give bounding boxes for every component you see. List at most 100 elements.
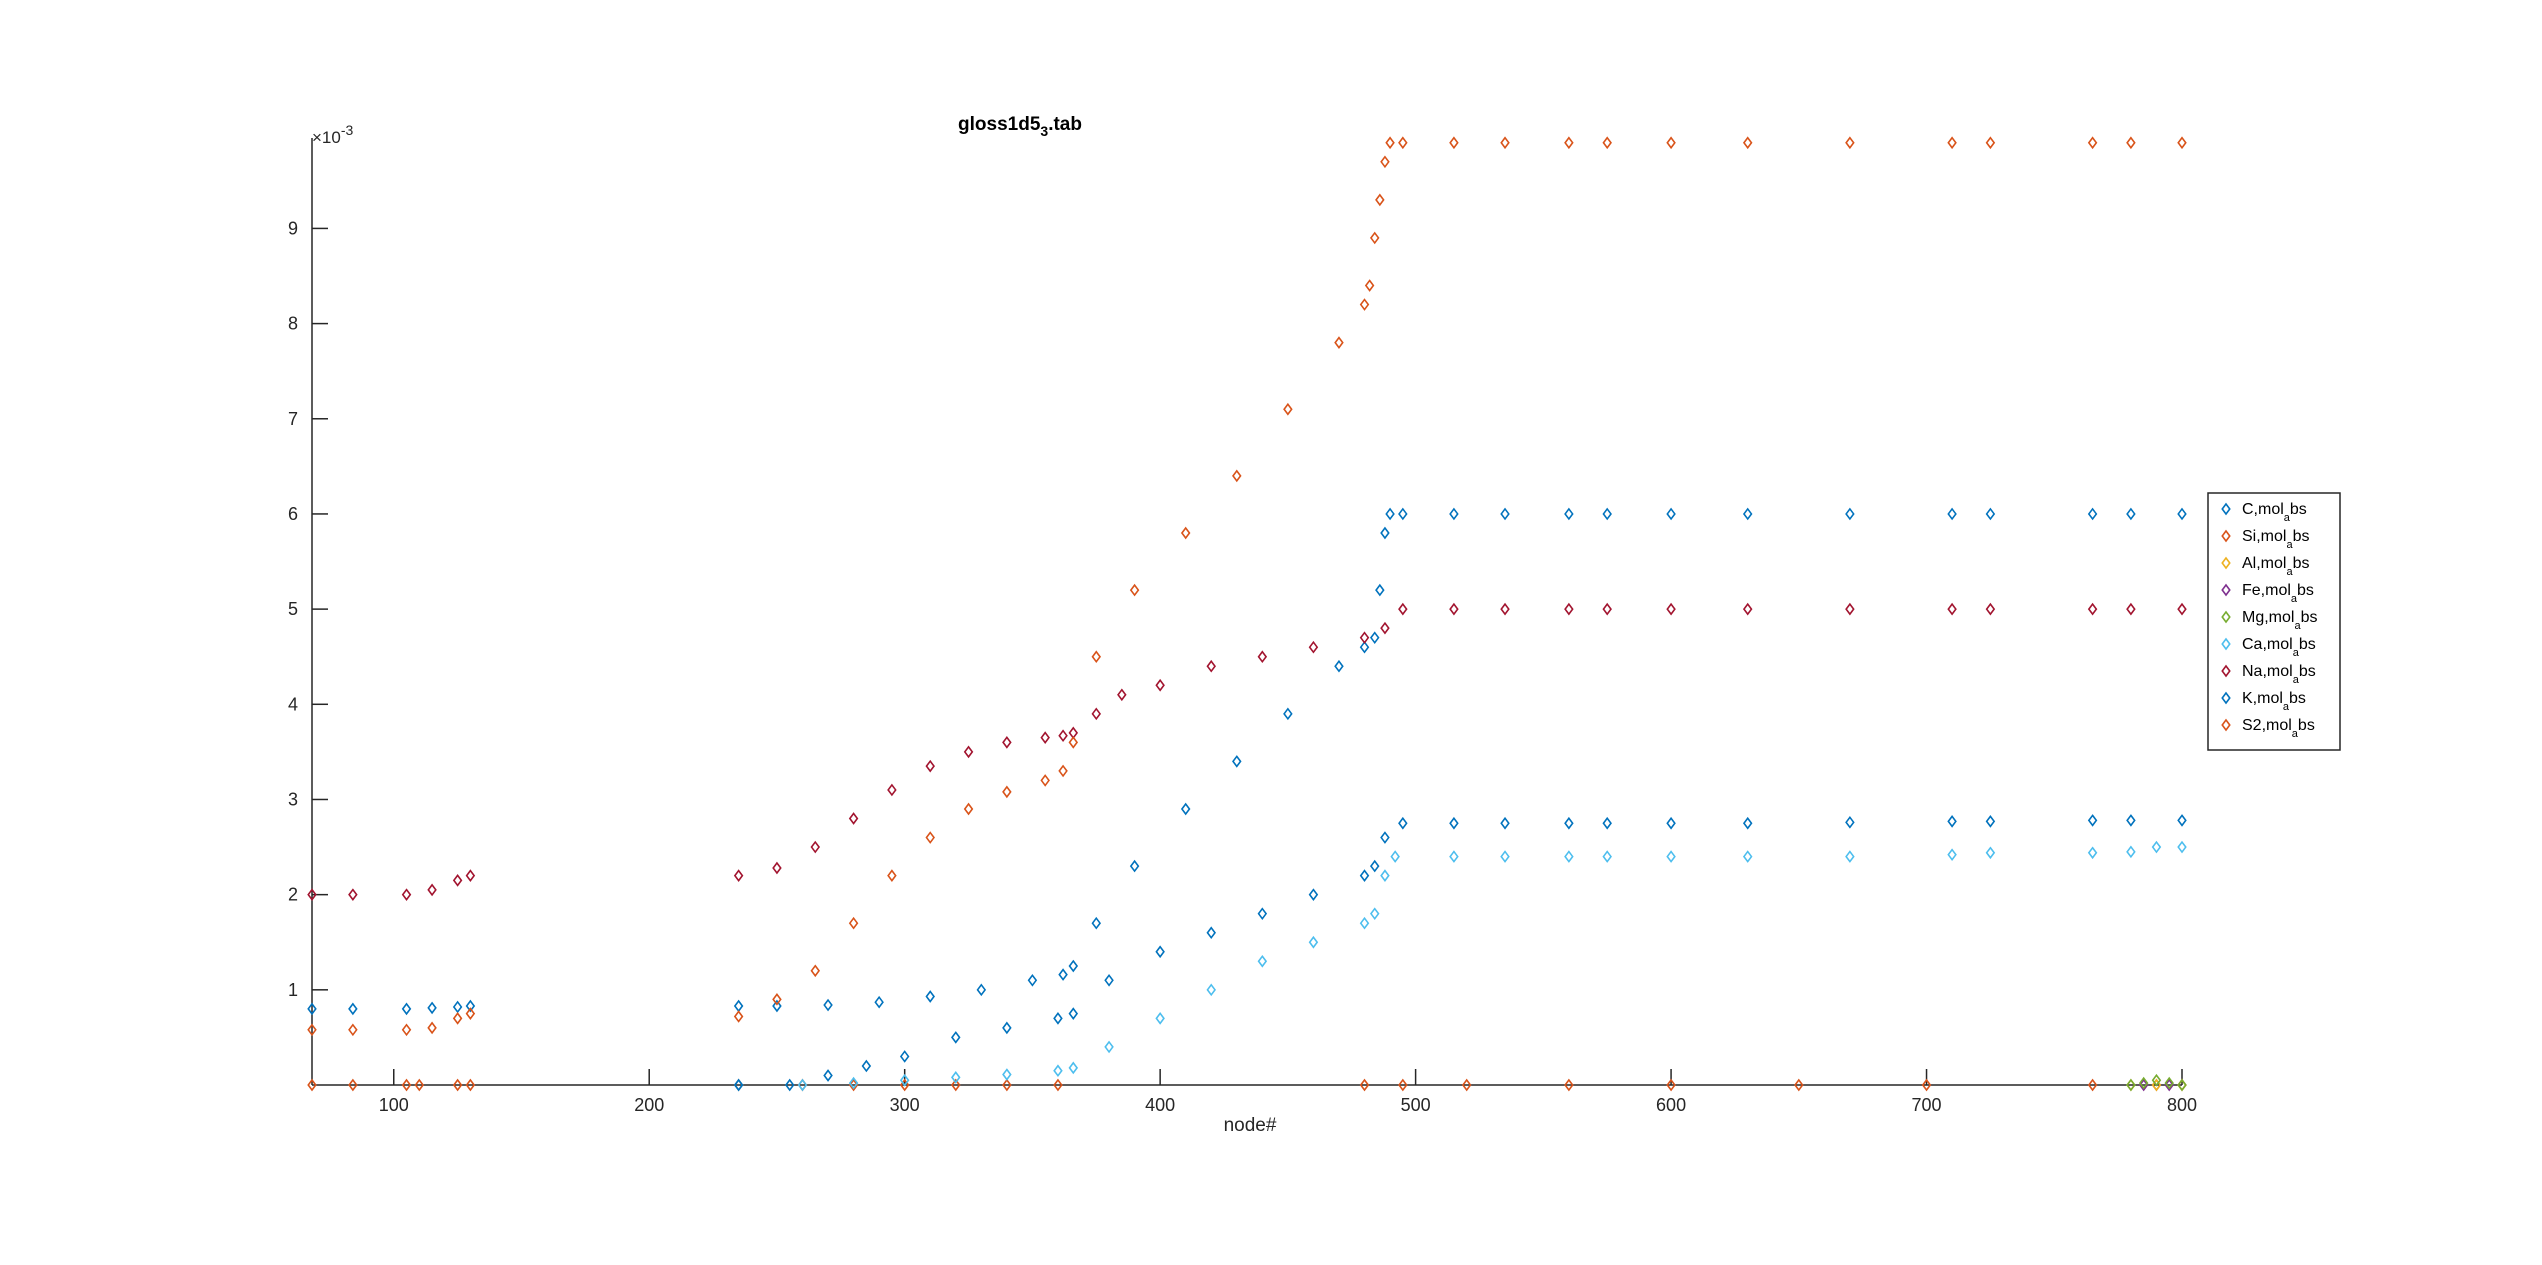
data-point: [823, 998, 833, 1012]
data-point: [348, 1002, 358, 1016]
y-tick-label: 7: [288, 409, 298, 429]
data-point: [1921, 1078, 1932, 1092]
legend-label: Mg,molabs: [2242, 609, 2317, 632]
data-point: [1002, 1068, 1012, 1081]
data-point: [2177, 507, 2187, 521]
data-point: [2087, 136, 2098, 150]
y-axis-ticks: 1 2 3 4 5 6 7 8 9: [288, 218, 328, 1000]
data-point: [1564, 850, 1574, 863]
data-point: [2087, 507, 2098, 521]
data-point: [1947, 848, 1957, 862]
data-point: [1845, 815, 1855, 829]
data-point: [2138, 1076, 2149, 1090]
data-point: [1155, 945, 1165, 959]
data-point: [1068, 1061, 1079, 1075]
y-exponent-value: -3: [341, 122, 354, 138]
data-point: [823, 1069, 833, 1082]
legend-label: Na,molabs: [2242, 663, 2316, 686]
data-point: [861, 1059, 872, 1073]
data-point: [1985, 507, 1996, 521]
data-point: [1385, 507, 1395, 521]
data-point: [1398, 136, 1408, 150]
data-point: [1308, 640, 1319, 654]
data-point: [348, 1078, 358, 1092]
data-point: [307, 888, 317, 901]
data-point: [1985, 815, 1996, 828]
data-point: [2177, 136, 2187, 150]
data-point: [427, 883, 437, 897]
data-point: [1068, 736, 1079, 749]
data-point: [1117, 688, 1127, 702]
data-point: [1068, 959, 1079, 973]
data-point: [1449, 816, 1459, 830]
data-point: [733, 1078, 744, 1092]
data-point: [1232, 469, 1242, 483]
data-point: [1449, 602, 1459, 616]
data-point: [1742, 602, 1753, 616]
legend: C,molabs Si,molabs Al,molabs Fe,molabs Mg,mo…: [2207, 492, 2341, 751]
data-point: [810, 840, 821, 854]
series-s2: [307, 136, 2187, 1037]
data-point: [1058, 968, 1068, 981]
data-point: [2151, 840, 2162, 854]
data-point: [2151, 1073, 2162, 1087]
data-point: [1845, 850, 1855, 863]
data-point: [1053, 1078, 1063, 1092]
data-point: [1385, 136, 1395, 150]
data-point: [1985, 846, 1996, 860]
data-point: [2177, 602, 2187, 616]
data-point: [772, 861, 782, 875]
data-point: [1380, 831, 1390, 844]
data-point: [2177, 1078, 2187, 1092]
data-point: [1104, 973, 1114, 987]
data-point: [1257, 650, 1268, 664]
data-point: [1308, 935, 1319, 949]
chart-title: gloss1d53.tab: [958, 114, 1082, 139]
series-na: [307, 602, 2187, 901]
data-point: [2177, 814, 2187, 827]
data-point: [1308, 888, 1319, 901]
data-point: [1232, 755, 1242, 768]
data-point: [1369, 631, 1380, 645]
data-point: [1257, 954, 1268, 968]
data-point: [887, 869, 897, 882]
data-point: [1398, 507, 1408, 521]
data-point: [1500, 136, 1510, 150]
data-point: [1206, 926, 1216, 940]
x-tick-label: 400: [1145, 1095, 1175, 1115]
data-point: [925, 831, 935, 844]
legend-item: Mg,molabs: [2221, 609, 2317, 632]
data-point: [2126, 136, 2136, 150]
data-point: [401, 1078, 412, 1092]
legend-item: K,molabs: [2221, 690, 2306, 713]
data-point: [1985, 136, 1996, 150]
data-point: [1666, 1078, 1676, 1092]
x-tick-label: 200: [634, 1095, 664, 1115]
data-point: [1155, 1012, 1165, 1025]
legend-label: C,molabs: [2242, 501, 2307, 524]
data-point: [1449, 850, 1459, 863]
data-point: [1390, 850, 1400, 863]
legend-marker: [2221, 664, 2231, 678]
data-point: [1129, 859, 1140, 873]
x-tick-label: 700: [1912, 1095, 1942, 1115]
data-point: [2126, 1078, 2136, 1092]
data-point: [1053, 1012, 1063, 1025]
data-point: [2087, 602, 2098, 616]
legend-marker: [2221, 556, 2231, 570]
data-point: [976, 983, 987, 997]
legend-label: Si,molabs: [2242, 528, 2309, 551]
data-point: [887, 783, 897, 797]
data-point: [1334, 659, 1344, 673]
series-ca: [733, 840, 2187, 1092]
data-point: [1666, 602, 1676, 616]
data-point: [1002, 1021, 1012, 1035]
data-point: [2138, 1078, 2149, 1092]
data-point: [465, 999, 476, 1013]
data-point: [963, 745, 974, 759]
data-point: [1947, 815, 1957, 828]
data-point: [1058, 764, 1068, 778]
data-point: [1380, 869, 1390, 882]
data-point: [2177, 840, 2187, 854]
data-point: [1053, 1064, 1063, 1078]
